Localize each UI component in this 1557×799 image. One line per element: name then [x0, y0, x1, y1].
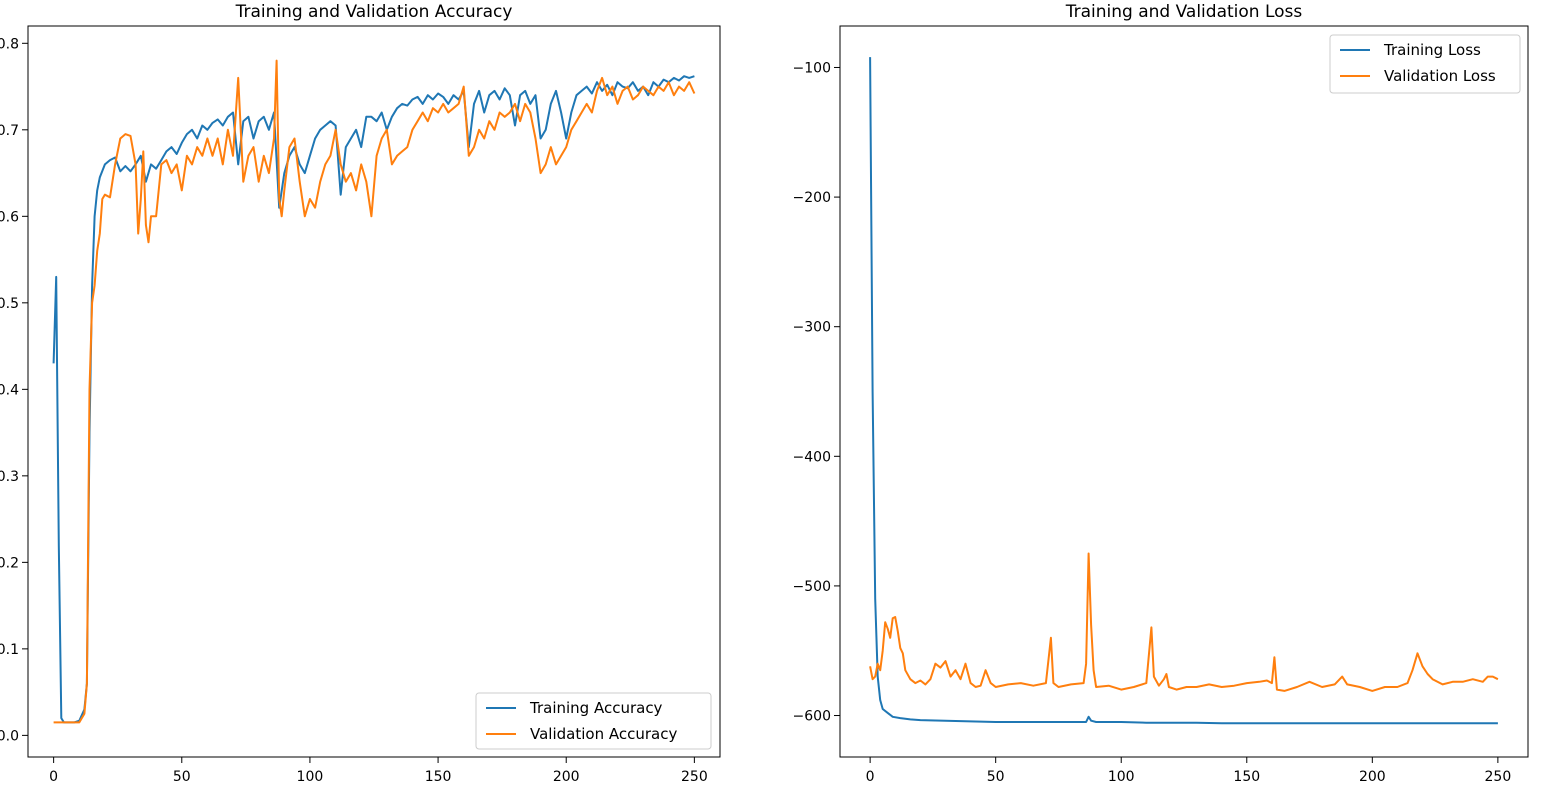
chart-2: Training and Validation Loss 0 50 100 150 200…: [793, 2, 1529, 785]
y-tick-label: −500: [793, 579, 831, 595]
legend-box: [475, 692, 712, 750]
series-line-1: [869, 57, 1498, 725]
plot-frame: [839, 25, 1529, 758]
legend-label-1: Training Loss: [1383, 41, 1481, 59]
legend: Training Accuracy Validation Accuracy: [475, 692, 712, 750]
plot-frame: [27, 25, 721, 758]
chart-title: Training and Validation Loss: [1065, 2, 1303, 22]
x-tick-label: 0: [49, 769, 58, 785]
legend-label-2: Validation Loss: [1384, 67, 1496, 85]
chart-title: Training and Validation Accuracy: [235, 2, 513, 22]
y-tick-label: −600: [793, 709, 831, 725]
y-tick-label: −200: [793, 190, 831, 206]
x-tick-label: 0: [866, 769, 875, 785]
y-tick-label: 0.8: [0, 36, 19, 52]
x-tick-label: 250: [681, 769, 708, 785]
x-tick-label: 250: [1485, 769, 1512, 785]
y-tick-label: 0.1: [0, 642, 19, 658]
x-tick-label: 200: [553, 769, 580, 785]
y-tick-label: 0.2: [0, 555, 19, 571]
x-tick-label: 150: [1233, 769, 1260, 785]
y-tick-label: 0.6: [0, 209, 19, 225]
y-tick-label: 0.7: [0, 123, 19, 139]
x-tick-label: 50: [987, 769, 1005, 785]
y-tick-label: −400: [793, 449, 831, 465]
y-tick-label: 0.5: [0, 296, 19, 312]
x-tick-label: 50: [173, 769, 191, 785]
series-group: [869, 57, 1499, 725]
y-tick-label: 0.4: [0, 382, 19, 398]
series-line-2: [53, 59, 696, 724]
x-tick-label: 150: [425, 769, 452, 785]
legend-label-1: Training Accuracy: [529, 699, 663, 717]
legend: Training Loss Validation Loss: [1329, 34, 1521, 94]
x-tick-label: 200: [1359, 769, 1386, 785]
legend-label-2: Validation Accuracy: [530, 725, 677, 743]
y-tick-label: −300: [793, 320, 831, 336]
x-tick-label: 100: [1108, 769, 1135, 785]
y-tick-label: 0.0: [0, 728, 19, 744]
series-line-2: [869, 552, 1499, 692]
series-group: [52, 59, 696, 724]
x-tick-label: 100: [297, 769, 324, 785]
legend-box: [1329, 34, 1521, 94]
chart-1: Training and Validation Accuracy 0 50 100 15…: [0, 2, 721, 785]
y-tick-label: −100: [793, 60, 831, 76]
y-tick-label: 0.3: [0, 469, 19, 485]
series-line-1: [52, 75, 695, 724]
